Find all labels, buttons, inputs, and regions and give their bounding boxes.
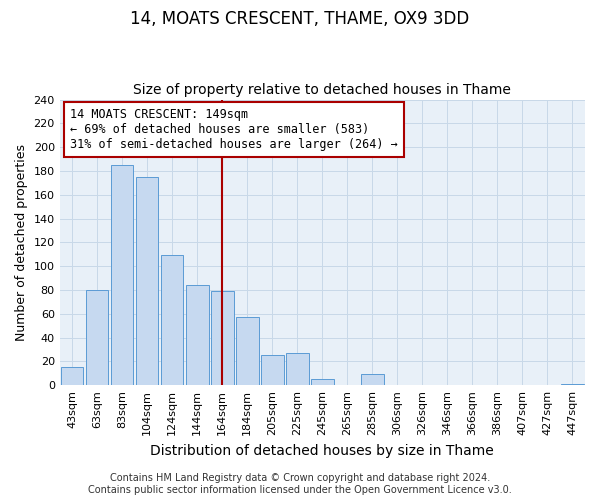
Bar	[86, 290, 109, 385]
Text: 14 MOATS CRESCENT: 149sqm
← 69% of detached houses are smaller (583)
31% of semi: 14 MOATS CRESCENT: 149sqm ← 69% of detac…	[70, 108, 398, 151]
Bar	[161, 256, 184, 385]
Bar	[286, 353, 308, 385]
Bar	[211, 291, 233, 385]
Bar	[136, 177, 158, 385]
Y-axis label: Number of detached properties: Number of detached properties	[15, 144, 28, 341]
Bar	[261, 356, 284, 385]
Bar	[311, 379, 334, 385]
Title: Size of property relative to detached houses in Thame: Size of property relative to detached ho…	[133, 83, 511, 97]
X-axis label: Distribution of detached houses by size in Thame: Distribution of detached houses by size …	[151, 444, 494, 458]
Bar	[361, 374, 383, 385]
Bar	[236, 318, 259, 385]
Bar	[561, 384, 584, 385]
Text: 14, MOATS CRESCENT, THAME, OX9 3DD: 14, MOATS CRESCENT, THAME, OX9 3DD	[130, 10, 470, 28]
Bar	[186, 285, 209, 385]
Bar	[111, 165, 133, 385]
Bar	[61, 368, 83, 385]
Text: Contains HM Land Registry data © Crown copyright and database right 2024.
Contai: Contains HM Land Registry data © Crown c…	[88, 474, 512, 495]
